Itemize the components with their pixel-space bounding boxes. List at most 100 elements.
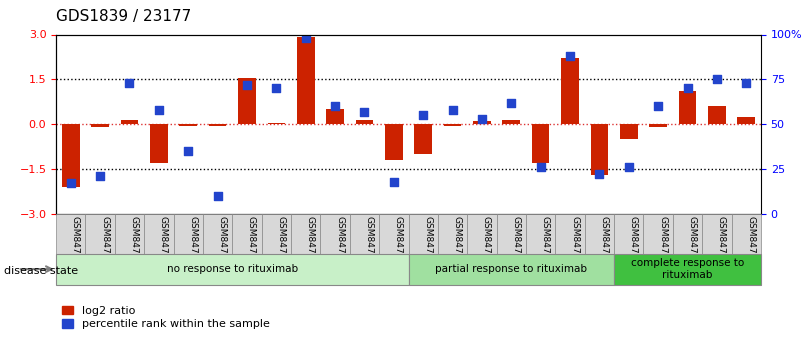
Point <box>328 104 341 109</box>
Bar <box>590 124 608 175</box>
Text: GSM84737: GSM84737 <box>306 216 315 265</box>
Bar <box>150 124 167 163</box>
Point <box>505 100 517 106</box>
Text: GSM84735: GSM84735 <box>276 216 285 265</box>
Bar <box>121 120 139 124</box>
Bar <box>262 214 291 254</box>
Bar <box>497 214 526 254</box>
Point <box>300 35 312 41</box>
Text: GSM84721: GSM84721 <box>70 216 80 265</box>
Bar <box>291 214 320 254</box>
Bar <box>56 254 409 285</box>
Bar <box>444 124 461 126</box>
Bar <box>409 254 614 285</box>
Legend: log2 ratio, percentile rank within the sample: log2 ratio, percentile rank within the s… <box>62 306 269 329</box>
Text: GSM84744: GSM84744 <box>599 216 609 265</box>
Bar <box>643 214 673 254</box>
Bar <box>731 214 761 254</box>
Bar <box>297 38 315 124</box>
Text: GSM84730: GSM84730 <box>218 216 227 265</box>
Point <box>152 107 165 112</box>
Bar <box>232 214 262 254</box>
Bar <box>179 124 197 126</box>
Text: GSM84740: GSM84740 <box>541 216 549 265</box>
Bar <box>62 124 79 187</box>
Bar <box>86 214 115 254</box>
Point <box>182 148 195 154</box>
Point <box>564 53 577 59</box>
Bar <box>526 214 555 254</box>
Bar <box>385 124 403 160</box>
Point <box>681 86 694 91</box>
Text: GSM84724: GSM84724 <box>629 216 638 265</box>
Bar <box>209 124 227 126</box>
Text: GSM84723: GSM84723 <box>423 216 433 265</box>
Bar <box>56 214 86 254</box>
Point <box>123 80 136 86</box>
Text: GSM84731: GSM84731 <box>247 216 256 265</box>
Text: GSM84736: GSM84736 <box>482 216 491 265</box>
Text: GSM84739: GSM84739 <box>511 216 521 265</box>
Bar <box>620 124 638 139</box>
Text: GSM84732: GSM84732 <box>717 216 726 265</box>
Text: GSM84722: GSM84722 <box>100 216 109 265</box>
Bar <box>702 214 731 254</box>
Point <box>358 109 371 115</box>
Text: GSM84729: GSM84729 <box>188 216 197 265</box>
Point <box>417 112 429 118</box>
Bar <box>91 124 109 127</box>
Bar <box>738 117 755 124</box>
Point <box>446 107 459 112</box>
Bar <box>673 214 702 254</box>
Text: GSM84743: GSM84743 <box>570 216 579 265</box>
Bar <box>356 120 373 124</box>
Bar <box>650 124 667 127</box>
Text: GSM84725: GSM84725 <box>130 216 139 265</box>
Text: complete response to
rituximab: complete response to rituximab <box>631 258 744 280</box>
Bar <box>379 214 409 254</box>
Bar <box>532 124 549 163</box>
Point <box>652 104 665 109</box>
Bar <box>473 121 491 124</box>
Bar <box>467 214 497 254</box>
Text: GSM84727: GSM84727 <box>159 216 168 265</box>
Bar <box>678 91 696 124</box>
Point <box>94 174 107 179</box>
Bar <box>614 214 643 254</box>
Bar <box>585 214 614 254</box>
Text: GSM84738: GSM84738 <box>335 216 344 265</box>
Point <box>388 179 400 184</box>
Text: partial response to rituximab: partial response to rituximab <box>435 264 587 274</box>
Point <box>64 181 77 186</box>
Bar <box>708 106 726 124</box>
Point <box>593 172 606 177</box>
Text: GDS1839 / 23177: GDS1839 / 23177 <box>56 9 191 24</box>
Point <box>534 165 547 170</box>
Text: GSM84728: GSM84728 <box>687 216 697 265</box>
Bar <box>350 214 379 254</box>
Bar <box>502 120 520 124</box>
Text: GSM84726: GSM84726 <box>658 216 667 265</box>
Text: GSM84733: GSM84733 <box>747 216 755 265</box>
Bar <box>555 214 585 254</box>
Bar <box>409 214 438 254</box>
Bar <box>238 78 256 124</box>
Point <box>211 193 224 199</box>
Bar <box>326 109 344 124</box>
Bar <box>203 214 232 254</box>
Point <box>240 82 253 88</box>
Text: GSM84742: GSM84742 <box>394 216 403 265</box>
Point <box>710 77 723 82</box>
Point <box>740 80 753 86</box>
Bar <box>174 214 203 254</box>
Point <box>622 165 635 170</box>
Bar <box>562 58 579 124</box>
Text: disease state: disease state <box>4 266 78 276</box>
Bar <box>144 214 174 254</box>
Bar <box>268 123 285 124</box>
Text: GSM84734: GSM84734 <box>453 216 461 265</box>
Text: no response to rituximab: no response to rituximab <box>167 264 298 274</box>
Text: GSM84741: GSM84741 <box>364 216 373 265</box>
Bar <box>320 214 350 254</box>
Bar <box>614 254 761 285</box>
